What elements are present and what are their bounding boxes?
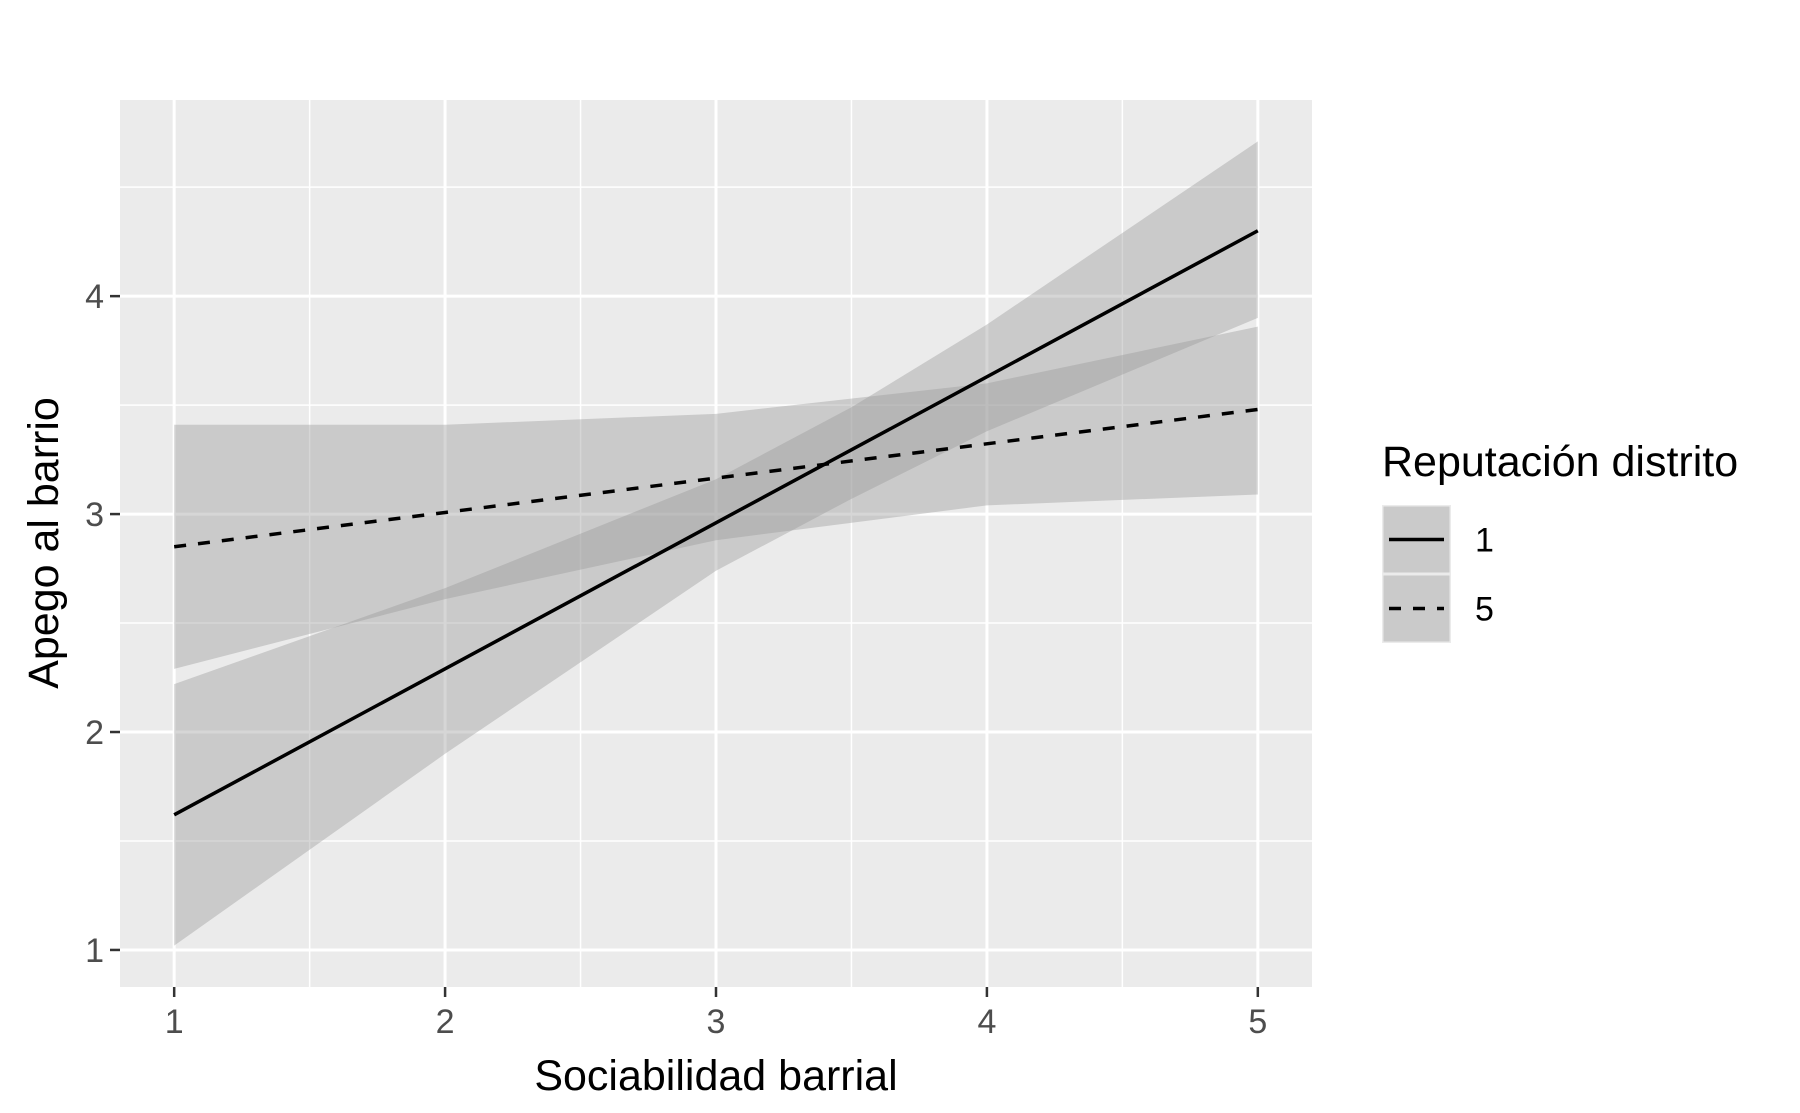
- x-tick-label: 2: [436, 1003, 455, 1041]
- x-axis-title: Sociabilidad barrial: [534, 1052, 897, 1100]
- x-tick-label: 1: [165, 1003, 184, 1041]
- y-tick-label: 2: [85, 714, 104, 752]
- series-line-1: [173, 229, 1259, 817]
- y-tick-label: 4: [85, 278, 104, 316]
- x-tick-label: 5: [1248, 1003, 1267, 1041]
- y-tick-label: 3: [85, 496, 104, 534]
- confidence-bands: [174, 141, 1258, 946]
- y-axis-title: Apego al barrio: [20, 397, 68, 689]
- y-axis: 1 2 3 4: [85, 278, 120, 970]
- legend: Reputación distrito 1 5: [1382, 438, 1738, 643]
- grid-major: [120, 100, 1312, 987]
- x-tick-label: 3: [707, 1003, 726, 1041]
- legend-label-5: 5: [1475, 591, 1494, 629]
- x-axis: 1 2 3 4 5: [165, 987, 1267, 1041]
- legend-title: Reputación distrito: [1382, 438, 1738, 486]
- series-lines: [173, 229, 1259, 817]
- confidence-band-1: [174, 141, 1258, 946]
- y-tick-label: 1: [85, 932, 104, 970]
- confidence-band-5: [174, 326, 1258, 669]
- x-tick-label: 4: [977, 1003, 996, 1041]
- legend-label-1: 1: [1475, 522, 1494, 560]
